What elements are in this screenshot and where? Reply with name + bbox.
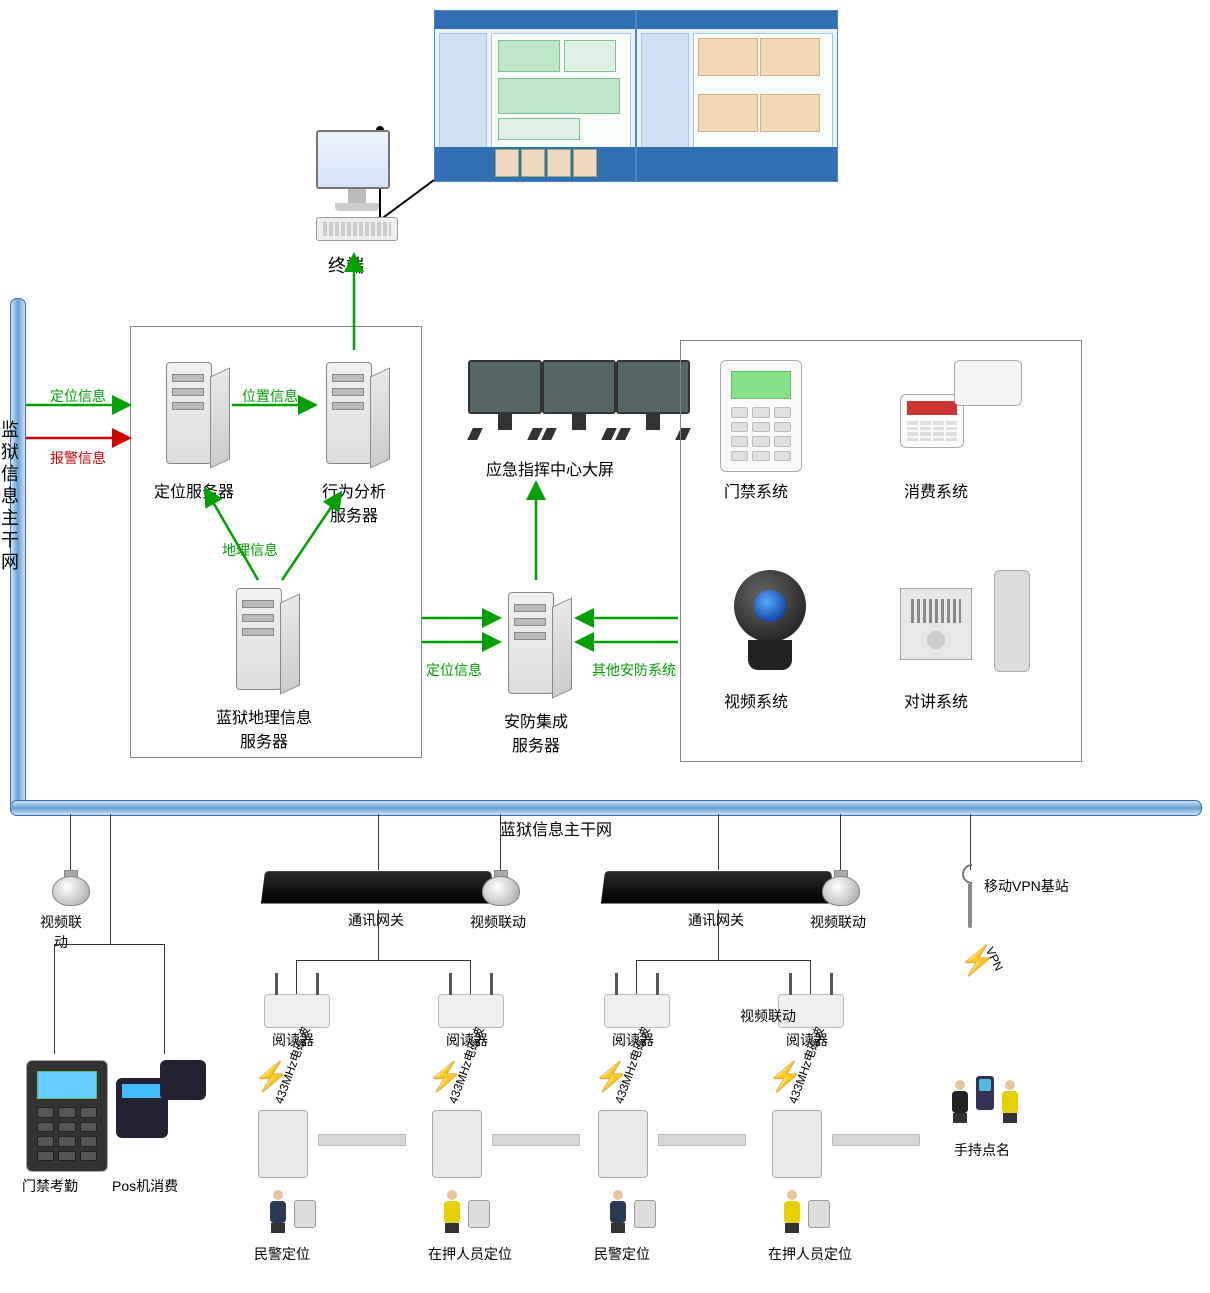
- device-pos_dark: [116, 1060, 206, 1140]
- device-keypad_dark: [26, 1060, 108, 1172]
- badge-icon: [808, 1200, 830, 1228]
- reader-icon: [438, 994, 504, 1028]
- gateway-label: 通讯网关: [348, 910, 404, 930]
- reader-icon: [604, 994, 670, 1028]
- tee-v1: [54, 944, 55, 1054]
- long-reader-icon: [658, 1134, 746, 1146]
- arrow-label-4: 地理信息: [222, 540, 278, 560]
- person-police-icon: [608, 1190, 628, 1232]
- tee-v2: [164, 944, 165, 1054]
- camera-label: 视频联动: [810, 912, 866, 932]
- tag-icon: [258, 1110, 308, 1178]
- badge-icon: [294, 1200, 316, 1228]
- drop-wire-2: [378, 814, 379, 870]
- device-keypad_dark-label: 门禁考勤: [22, 1176, 78, 1196]
- drop-wire-0: [70, 814, 71, 870]
- camera-icon: [818, 870, 862, 908]
- arrow-label-8: 其他安防系统: [592, 660, 676, 680]
- person-label: 民警定位: [254, 1244, 310, 1264]
- arrows-layer: [0, 0, 1210, 820]
- camera-label: 视频联 动: [40, 912, 82, 952]
- person-police-icon: [268, 1190, 288, 1232]
- reader-drop: [296, 960, 297, 994]
- gw-trunk: [718, 910, 719, 960]
- arrow-label-2: 位置信息: [242, 386, 298, 406]
- reader-drop: [636, 960, 637, 994]
- tag-icon: [432, 1110, 482, 1178]
- camera-icon: [478, 870, 522, 908]
- vpn-antenna-icon: [962, 864, 978, 924]
- gateway-icon: [601, 871, 835, 903]
- extra-label: 视频联动: [740, 1006, 796, 1026]
- arrow-label-0: 定位信息: [50, 386, 106, 406]
- drop-wire-6: [970, 814, 971, 870]
- arrow-label-6: 定位信息: [426, 660, 482, 680]
- long-reader-icon: [832, 1134, 920, 1146]
- badge-icon: [468, 1200, 490, 1228]
- device-pos_dark-label: Pos机消费: [112, 1176, 178, 1196]
- reader-drop: [470, 960, 471, 994]
- camera-icon: [48, 870, 92, 908]
- drop-wire-4: [718, 814, 719, 870]
- handheld-label: 手持点名: [954, 1140, 1010, 1160]
- gateway-icon: [261, 871, 495, 903]
- tag-icon: [598, 1110, 648, 1178]
- reader-icon: [264, 994, 330, 1028]
- gateway-label: 通讯网关: [688, 910, 744, 930]
- drop-wire-1: [110, 814, 111, 944]
- gw-trunk: [378, 910, 379, 960]
- long-reader-icon: [492, 1134, 580, 1146]
- tag-icon: [772, 1110, 822, 1178]
- badge-icon: [634, 1200, 656, 1228]
- person-label: 在押人员定位: [768, 1244, 852, 1264]
- tee-h: [54, 944, 164, 945]
- long-reader-icon: [318, 1134, 406, 1146]
- drop-wire-3: [500, 814, 501, 870]
- camera-label: 视频联动: [470, 912, 526, 932]
- gw-tee: [296, 960, 470, 961]
- reader-drop: [810, 960, 811, 994]
- drop-wire-5: [840, 814, 841, 870]
- person-staff-icon: [950, 1080, 970, 1122]
- handheld-device-icon: [976, 1076, 994, 1110]
- vpn-label: 移动VPN基站: [984, 876, 1069, 896]
- person-label: 在押人员定位: [428, 1244, 512, 1264]
- person-inmate-icon: [1000, 1080, 1020, 1122]
- gw-tee: [636, 960, 810, 961]
- person-inmate-icon: [782, 1190, 802, 1232]
- arrow-label-1: 报警信息: [50, 448, 106, 468]
- person-label: 民警定位: [594, 1244, 650, 1264]
- person-inmate-icon: [442, 1190, 462, 1232]
